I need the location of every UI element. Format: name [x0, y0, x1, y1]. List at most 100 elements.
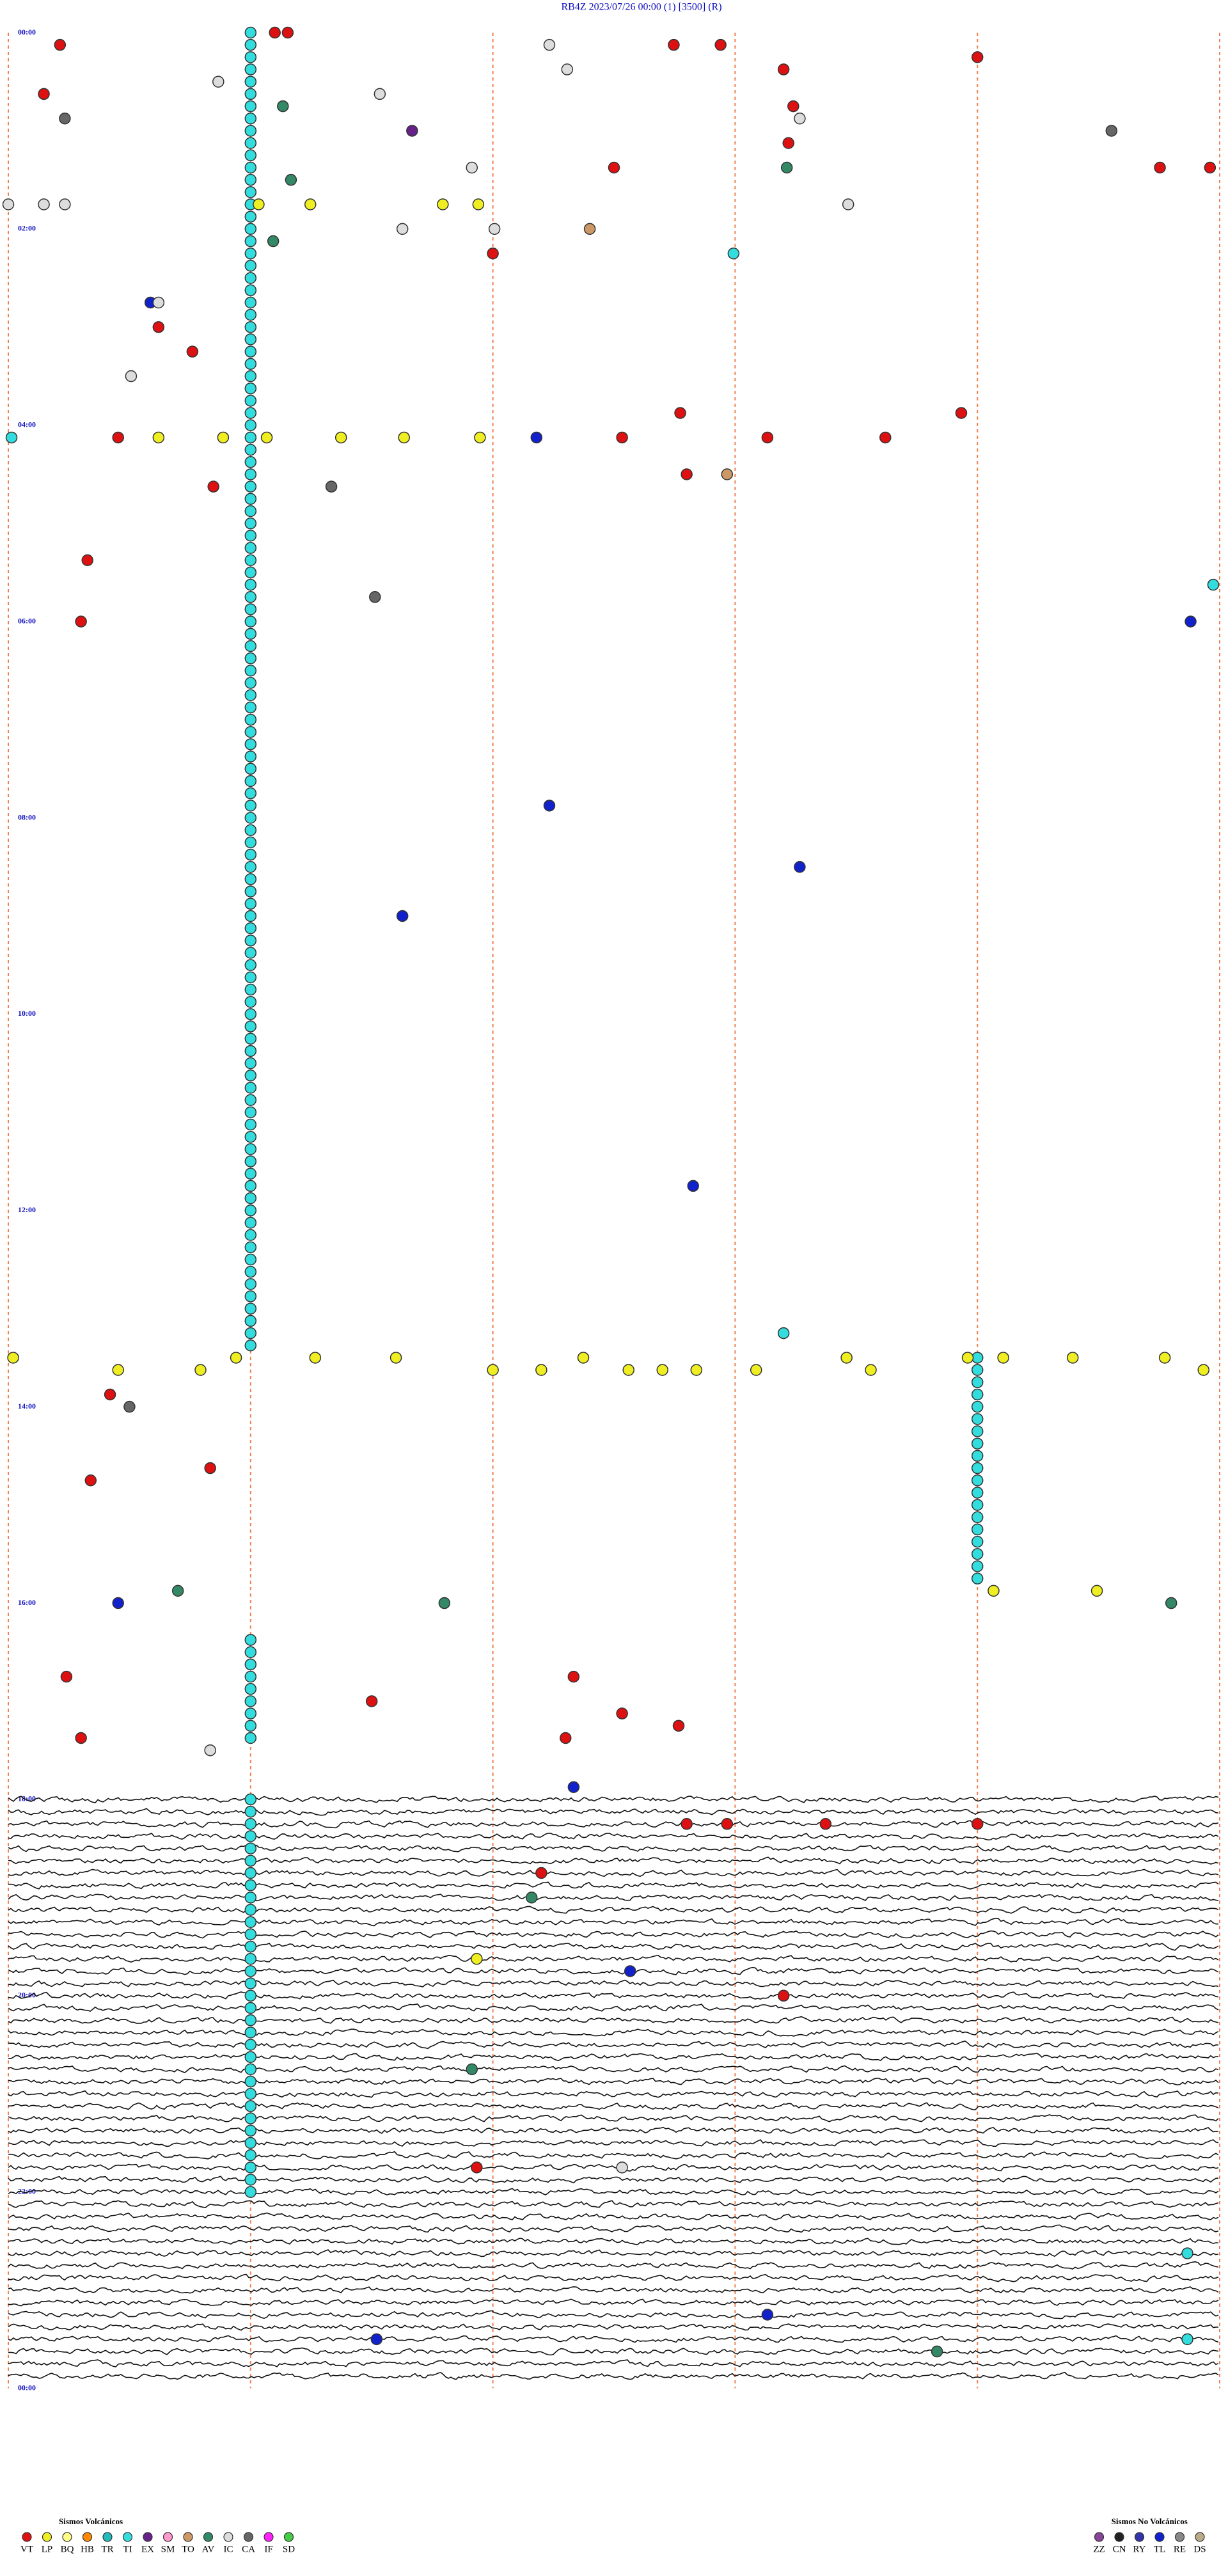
event-marker [244, 443, 257, 456]
legend-swatch [1154, 2532, 1165, 2542]
event-marker [244, 38, 257, 51]
event-marker [277, 100, 289, 113]
event-marker [244, 1732, 257, 1744]
event-marker [370, 2333, 383, 2346]
event-marker [244, 1315, 257, 1327]
event-marker [244, 873, 257, 885]
event-marker [842, 198, 854, 210]
event-marker [212, 75, 224, 88]
event-marker [244, 1965, 257, 1977]
event-marker [244, 26, 257, 39]
event-marker [780, 161, 793, 174]
event-marker [244, 1229, 257, 1241]
seismogram-trace [8, 1991, 1219, 2000]
event-marker [244, 272, 257, 284]
seismogram-trace [8, 1869, 1219, 1877]
event-marker [335, 431, 347, 444]
event-marker [761, 431, 774, 444]
event-marker [244, 2100, 257, 2112]
legend-label: IC [224, 2544, 233, 2554]
event-marker [244, 530, 257, 542]
event-marker [668, 38, 680, 51]
event-marker [54, 38, 67, 51]
event-marker [244, 1032, 257, 1045]
legend-label: IF [264, 2544, 272, 2554]
event-marker [530, 431, 543, 444]
event-marker [104, 1388, 116, 1401]
event-marker [304, 198, 317, 210]
event-marker [244, 897, 257, 910]
event-marker [777, 63, 790, 75]
event-marker [244, 1070, 257, 1082]
event-marker [244, 431, 257, 444]
event-marker [194, 1364, 207, 1376]
event-marker [244, 677, 257, 689]
event-marker [244, 738, 257, 750]
event-marker [309, 1352, 322, 1364]
event-marker [437, 198, 449, 210]
seismogram-trace [8, 2224, 1219, 2233]
event-marker [608, 161, 620, 174]
event-marker [267, 235, 279, 248]
legend-label: HB [81, 2544, 94, 2554]
time-label: 10:00 [18, 1009, 36, 1018]
event-marker [244, 1719, 257, 1732]
event-marker [390, 1352, 402, 1364]
seismogram-trace [8, 1906, 1219, 1914]
event-marker [244, 2174, 257, 2186]
seismogram-trace [8, 2065, 1219, 2073]
event-marker [244, 480, 257, 493]
event-marker [244, 1867, 257, 1879]
event-marker [186, 345, 199, 358]
legend-swatch [1195, 2532, 1205, 2542]
event-marker [1090, 1584, 1103, 1597]
event-marker [5, 431, 18, 444]
event-marker [244, 296, 257, 309]
seismogram-trace [8, 2077, 1219, 2086]
legend-label: RY [1133, 2544, 1145, 2554]
event-marker [535, 1867, 547, 1879]
seismogram-trace [8, 2249, 1219, 2257]
event-marker [244, 959, 257, 971]
event-marker [244, 2051, 257, 2063]
event-marker [244, 763, 257, 775]
event-marker [244, 1879, 257, 1892]
event-marker [474, 431, 486, 444]
event-marker [971, 1560, 984, 1572]
event-marker [567, 1670, 580, 1683]
event-marker [260, 431, 273, 444]
event-marker [971, 51, 984, 63]
event-marker [244, 1290, 257, 1302]
seismogram-trace [8, 2114, 1219, 2122]
event-marker [777, 1327, 790, 1339]
event-marker [244, 1658, 257, 1671]
event-marker [244, 1057, 257, 1070]
event-marker [244, 210, 257, 223]
event-marker [244, 1143, 257, 1155]
event-marker [971, 1400, 984, 1413]
event-marker [721, 1818, 734, 1830]
event-marker [244, 75, 257, 88]
seismogram-trace [8, 2016, 1219, 2024]
legend-swatch [283, 2532, 294, 2542]
seismogram-trace [8, 2212, 1219, 2221]
event-marker [471, 1953, 483, 1965]
event-marker [244, 235, 257, 248]
event-marker [244, 1854, 257, 1867]
seismogram-trace [8, 2200, 1219, 2209]
event-marker [543, 800, 556, 812]
event-marker [244, 935, 257, 947]
event-marker [244, 1646, 257, 1659]
event-marker [369, 591, 381, 603]
event-marker [244, 149, 257, 162]
event-marker [750, 1364, 762, 1376]
event-marker [244, 2014, 257, 2027]
event-marker [624, 1965, 636, 1977]
event-marker [244, 51, 257, 63]
event-marker [365, 1695, 378, 1707]
seismogram-trace [8, 2261, 1219, 2270]
event-marker [244, 922, 257, 935]
event-marker [244, 1192, 257, 1205]
event-marker [244, 1793, 257, 1806]
event-marker [244, 2063, 257, 2076]
